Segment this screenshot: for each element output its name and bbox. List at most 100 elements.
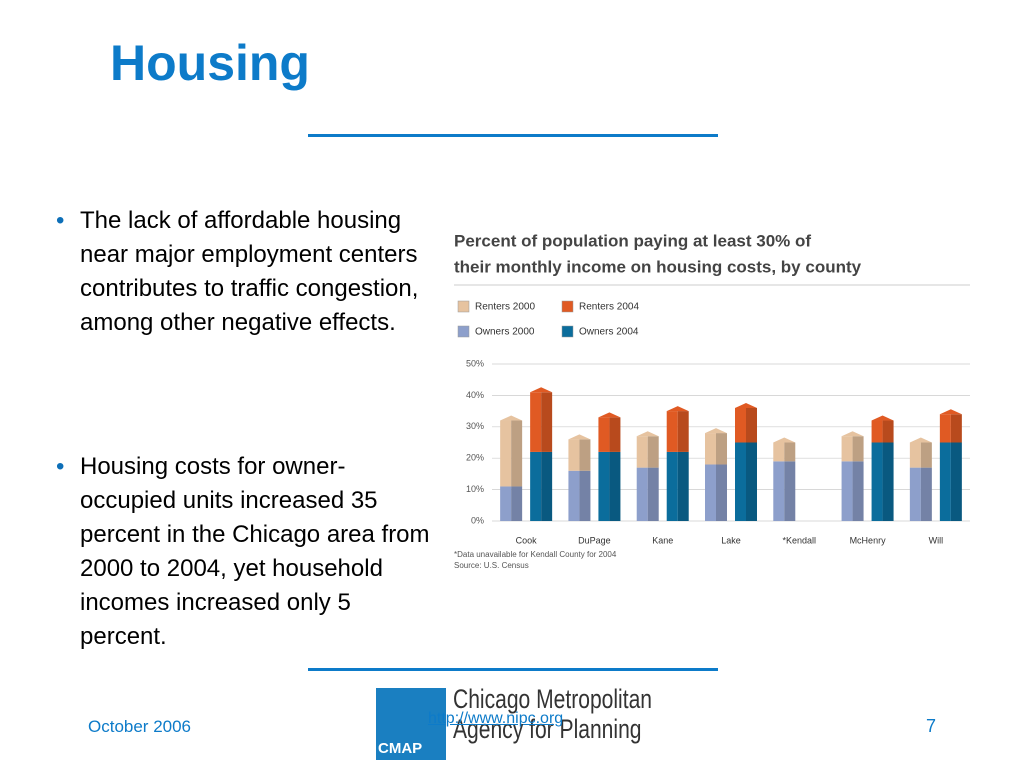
bar xyxy=(939,442,951,521)
bar xyxy=(636,467,648,521)
legend-label: Owners 2000 xyxy=(475,327,535,338)
x-tick-label: Cook xyxy=(516,535,538,545)
bar xyxy=(500,420,512,487)
legend-label: Renters 2004 xyxy=(579,302,639,313)
y-tick-label: 20% xyxy=(466,453,484,463)
bar-side xyxy=(609,451,621,521)
bar xyxy=(871,420,883,443)
bar-side xyxy=(511,486,523,521)
bar xyxy=(871,442,883,521)
bar-cap xyxy=(666,406,689,412)
legend-swatch xyxy=(457,300,470,313)
bar xyxy=(598,451,610,521)
bullet: Housing costs for owner-occupied units i… xyxy=(56,450,430,654)
bar xyxy=(530,451,542,521)
bar-side xyxy=(511,420,523,487)
bar-side xyxy=(882,420,894,443)
logo-text: Agency for Planning xyxy=(453,714,642,744)
rule xyxy=(308,668,718,671)
bar xyxy=(841,461,853,521)
bar xyxy=(636,436,648,468)
bar-cap xyxy=(773,437,796,443)
bar-cap xyxy=(939,409,962,415)
legend-swatch xyxy=(561,325,574,338)
bar-side xyxy=(647,467,659,521)
bar-side xyxy=(784,442,796,462)
bar xyxy=(530,392,542,452)
logo-text: Chicago Metropolitan xyxy=(453,684,653,714)
bar-side xyxy=(852,436,864,462)
bar-side xyxy=(579,470,591,521)
bar-cap xyxy=(500,415,523,421)
bar-cap xyxy=(871,415,894,421)
chart-note: *Data unavailable for Kendall County for… xyxy=(454,550,617,559)
bar xyxy=(909,467,921,521)
logo-abbr: CMAP xyxy=(378,740,423,757)
bar-side xyxy=(746,407,757,443)
bar-cap xyxy=(705,428,727,434)
x-tick-label: Lake xyxy=(721,535,741,545)
legend-swatch xyxy=(561,300,574,313)
bullet: The lack of affordable housing near majo… xyxy=(56,204,430,340)
bar xyxy=(735,442,746,521)
bar xyxy=(666,451,678,521)
bar-side xyxy=(920,442,932,468)
y-tick-label: 30% xyxy=(466,421,484,431)
bar-side xyxy=(882,442,894,521)
bar-cap xyxy=(636,431,659,437)
bar-side xyxy=(950,442,962,521)
y-tick-label: 50% xyxy=(466,358,484,368)
bar xyxy=(598,417,610,452)
bar-cap xyxy=(530,387,553,393)
title: Housing xyxy=(110,35,310,91)
footer-link[interactable]: http://www.nipc.org xyxy=(428,710,564,727)
chart-note: Source: U.S. Census xyxy=(454,561,529,570)
legend-label: Renters 2000 xyxy=(475,302,535,313)
bar-side xyxy=(716,433,727,465)
x-tick-label: McHenry xyxy=(850,535,887,545)
footer-date: October 2006 xyxy=(88,717,192,736)
bar-cap xyxy=(598,412,621,418)
y-tick-label: 0% xyxy=(471,515,484,525)
y-tick-label: 10% xyxy=(466,484,484,494)
chart-title: their monthly income on housing costs, b… xyxy=(454,257,862,276)
bar-cap xyxy=(735,402,757,408)
chart-title: Percent of population paying at least 30… xyxy=(454,231,811,250)
legend-label: Owners 2004 xyxy=(579,327,639,338)
bar-side xyxy=(950,414,962,443)
x-tick-label: DuPage xyxy=(578,535,611,545)
bar xyxy=(705,464,716,521)
bar-cap xyxy=(841,431,864,437)
y-tick-label: 40% xyxy=(466,390,484,400)
bar-side xyxy=(677,411,689,452)
bar-side xyxy=(647,436,659,468)
bar xyxy=(939,414,951,443)
rule xyxy=(308,134,718,137)
bar-cap xyxy=(909,437,932,443)
bar-side xyxy=(920,467,932,521)
bar xyxy=(841,436,853,462)
bar-side xyxy=(677,451,689,521)
bar xyxy=(500,486,512,521)
bar-side xyxy=(746,442,757,521)
bar xyxy=(666,411,678,452)
page-number: 7 xyxy=(926,716,937,736)
logo-box xyxy=(376,688,446,760)
bar-side xyxy=(579,439,591,471)
bar xyxy=(568,470,580,521)
bar-cap xyxy=(568,434,591,440)
bar-side xyxy=(852,461,864,521)
chart: Percent of population paying at least 30… xyxy=(454,231,970,570)
bar xyxy=(773,461,785,521)
bar xyxy=(909,442,921,468)
bar-side xyxy=(541,451,553,521)
x-tick-label: *Kendall xyxy=(783,535,817,545)
bar-side xyxy=(784,461,796,521)
bar xyxy=(773,442,785,462)
x-tick-label: Will xyxy=(929,535,944,545)
x-tick-label: Kane xyxy=(652,535,673,545)
bar xyxy=(705,433,716,465)
legend-swatch xyxy=(457,325,470,338)
bar-side xyxy=(541,392,553,452)
